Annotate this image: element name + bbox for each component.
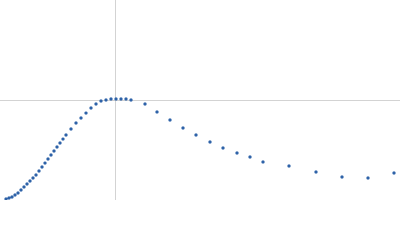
chart	[0, 0, 400, 200]
page: {"chart_data": {"type": "scatter", "x": …	[0, 0, 400, 200]
data-point	[31, 176, 35, 180]
data-point	[99, 99, 103, 103]
data-point	[52, 149, 56, 153]
data-point	[46, 157, 50, 161]
data-point	[248, 155, 252, 159]
data-point	[124, 97, 128, 101]
data-point	[61, 137, 65, 141]
data-point	[109, 97, 113, 101]
data-point	[119, 97, 123, 101]
data-point	[340, 175, 344, 179]
data-point	[314, 170, 318, 174]
data-point	[19, 188, 23, 192]
data-point	[143, 102, 147, 106]
data-point	[261, 160, 265, 164]
data-point	[25, 182, 29, 186]
data-point	[55, 145, 59, 149]
data-point	[392, 171, 396, 175]
data-point	[114, 97, 118, 101]
data-point	[168, 118, 172, 122]
data-point	[22, 185, 26, 189]
data-point	[94, 102, 98, 106]
data-point	[69, 127, 73, 131]
data-point	[235, 151, 239, 155]
data-point	[4, 197, 8, 200]
data-point	[10, 195, 14, 199]
data-point	[79, 116, 83, 120]
data-point	[43, 161, 47, 165]
data-point	[74, 121, 78, 125]
data-point	[40, 165, 44, 169]
data-point	[208, 140, 212, 144]
data-point	[129, 98, 133, 102]
data-point	[37, 169, 41, 173]
data-point	[58, 141, 62, 145]
data-point	[194, 133, 198, 137]
data-point	[28, 179, 32, 183]
data-point	[49, 153, 53, 157]
data-point	[366, 176, 370, 180]
data-point	[13, 193, 17, 197]
data-point	[181, 126, 185, 130]
data-point	[89, 106, 93, 110]
data-point	[64, 133, 68, 137]
data-point	[84, 111, 88, 115]
data-point	[221, 146, 225, 150]
data-point	[155, 110, 159, 114]
data-point	[287, 164, 291, 168]
data-point	[34, 173, 38, 177]
data-point	[7, 196, 11, 200]
data-point	[104, 98, 108, 102]
data-point	[16, 191, 20, 195]
